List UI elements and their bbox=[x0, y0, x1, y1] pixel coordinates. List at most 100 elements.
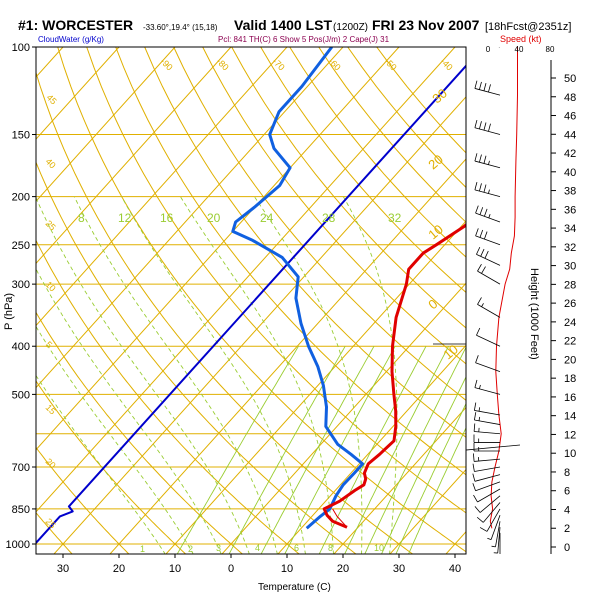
grid-lines bbox=[36, 47, 466, 554]
pressure-tick-label: 150 bbox=[12, 130, 30, 142]
speed-tick-label: 0 bbox=[486, 45, 491, 54]
barb-flag bbox=[488, 84, 491, 93]
height-tick-label: 4 bbox=[564, 504, 570, 516]
cloud-water-label: CloudWater (g/Kg) bbox=[38, 35, 104, 44]
wind-barb bbox=[474, 402, 501, 416]
barb-staff bbox=[490, 515, 501, 540]
saturation-adiabat bbox=[342, 196, 398, 554]
isotherm--20 bbox=[109, 158, 466, 554]
mixing-ratio-line bbox=[381, 375, 466, 554]
height-tick-label: 42 bbox=[564, 148, 576, 160]
saturation-adiabat bbox=[254, 196, 363, 554]
isotherm--30 bbox=[53, 96, 466, 554]
height-tick-label: 12 bbox=[564, 429, 576, 441]
dry-adiabat-90 bbox=[202, 47, 466, 365]
dry-adiabat-60 bbox=[115, 47, 466, 476]
barb-flag bbox=[472, 463, 475, 472]
height-tick-label: 14 bbox=[564, 411, 576, 423]
height-tick-label: 16 bbox=[564, 392, 576, 404]
barb-flag bbox=[481, 266, 486, 274]
left-edge-label: 15 bbox=[44, 402, 58, 416]
isotherm-10 bbox=[277, 344, 466, 554]
barb-staff bbox=[474, 419, 501, 425]
mixing-ratio-label: 8 bbox=[78, 211, 85, 225]
dry-adiabat-110 bbox=[260, 47, 466, 294]
isotherm-label: -30 bbox=[494, 56, 510, 72]
height-tick-label: 48 bbox=[564, 92, 576, 104]
pressure-tick-label: 1000 bbox=[6, 539, 30, 551]
barb-flag bbox=[473, 453, 475, 462]
pressure-tick-label: 850 bbox=[12, 504, 30, 516]
saturation-adiabat bbox=[36, 325, 194, 554]
barb-flag bbox=[474, 379, 478, 388]
isotherm-label: -90 bbox=[158, 56, 174, 72]
dry-adiabat-label: 20 bbox=[425, 152, 446, 173]
speed-tick-label: 80 bbox=[546, 45, 555, 54]
barb-flag bbox=[475, 228, 479, 237]
barb-flag bbox=[476, 516, 484, 523]
barb-flag bbox=[479, 34, 481, 42]
barb-flag bbox=[479, 81, 482, 90]
barb-flag bbox=[477, 297, 482, 305]
height-tick-label: 2 bbox=[564, 523, 570, 535]
barb-staff bbox=[479, 495, 501, 513]
wind-barb bbox=[474, 80, 501, 96]
wind-barb bbox=[472, 463, 501, 472]
barb-staff bbox=[475, 235, 501, 246]
dry-adiabat--30 bbox=[36, 511, 73, 554]
isotherm--100 bbox=[36, 47, 120, 140]
barb-half-flag bbox=[478, 407, 481, 412]
mixing-ratio-label: 12 bbox=[118, 211, 132, 225]
barb-flag bbox=[483, 184, 487, 193]
temp-tick-label: 10 bbox=[169, 563, 181, 575]
wind-barb bbox=[491, 521, 501, 548]
pressure-tick-label: 500 bbox=[12, 389, 30, 401]
wind-barb bbox=[473, 423, 501, 435]
barb-flag bbox=[476, 327, 481, 336]
height-tick-label: 46 bbox=[564, 111, 576, 123]
pressure-tick-label: 200 bbox=[12, 192, 30, 204]
barb-flag bbox=[483, 155, 487, 164]
forecast-date: FRI 23 Nov 2007 bbox=[372, 17, 480, 33]
cloud-water-line bbox=[36, 64, 466, 545]
barb-half-flag bbox=[491, 545, 496, 548]
plot-frame bbox=[35, 46, 467, 555]
station-coords: -33.60°,19.4° (15,18) bbox=[143, 23, 218, 32]
barb-staff bbox=[475, 481, 501, 492]
barb-staff bbox=[477, 304, 501, 318]
barb-half-flag bbox=[478, 416, 481, 421]
mixing-ratio-line bbox=[408, 426, 466, 554]
mixing-ratio-label: 24 bbox=[260, 211, 274, 225]
barb-flag bbox=[473, 494, 478, 503]
barb-half-flag bbox=[488, 189, 490, 194]
wind-barb bbox=[472, 473, 501, 482]
left-edge-label: 25 bbox=[44, 218, 58, 232]
saturation-label: 6 bbox=[294, 543, 299, 553]
wind-barb bbox=[477, 297, 501, 318]
wind-barb bbox=[473, 488, 501, 503]
dry-adiabat-120 bbox=[289, 47, 466, 258]
height-tick-label: 28 bbox=[564, 279, 576, 291]
isotherm-label: -20 bbox=[550, 56, 566, 72]
saturation-label: 2 bbox=[188, 544, 193, 554]
height-tick-label: 10 bbox=[564, 448, 576, 460]
barb-flag bbox=[475, 33, 477, 41]
isotherm--90 bbox=[36, 47, 176, 202]
height-tick-label: 22 bbox=[564, 336, 576, 348]
wind-barb bbox=[477, 264, 501, 285]
dry-adiabat-label: 20 bbox=[468, 372, 489, 393]
pressure-tick-label: 700 bbox=[12, 462, 30, 474]
barb-staff bbox=[495, 521, 501, 547]
wind-barb bbox=[473, 434, 500, 443]
barb-flag bbox=[479, 183, 482, 192]
wind-barb bbox=[475, 205, 501, 223]
right-axis-label: Height (1000 Feet) bbox=[528, 268, 540, 360]
barb-flag bbox=[477, 264, 482, 272]
barb-flag bbox=[476, 246, 481, 255]
dry-adiabat-30 bbox=[36, 71, 414, 554]
barb-flag bbox=[472, 473, 476, 482]
height-tick-label: 38 bbox=[564, 186, 576, 198]
saturation-adiabat bbox=[36, 374, 166, 554]
height-tick-label: 18 bbox=[564, 373, 576, 385]
temp-tick-label: 30 bbox=[57, 563, 69, 575]
